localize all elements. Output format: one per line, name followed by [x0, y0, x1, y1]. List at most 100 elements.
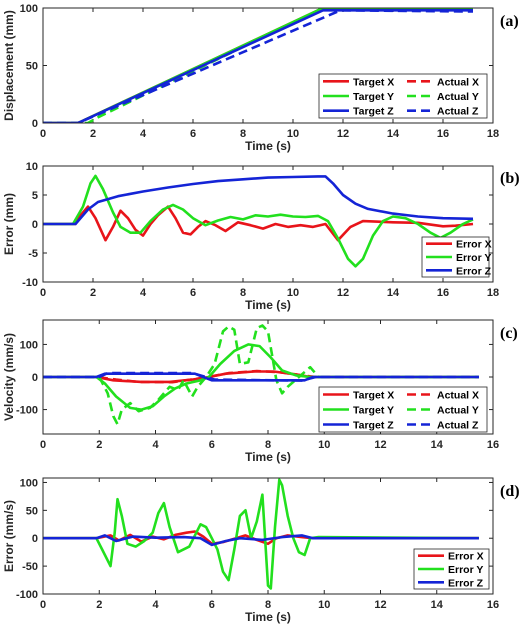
panel-a: 0 2 4 6 8 10 12 14 16 18 0 50 100 Time (s) Displacemen… [2, 3, 519, 153]
x-tick-label: 4 [140, 287, 147, 299]
series-error-z [43, 175, 474, 226]
x-axis-label: Time (s) [245, 610, 291, 624]
x-tick-label: 6 [190, 287, 196, 299]
legend-label: Error Z [456, 265, 492, 277]
x-tick-label: 10 [287, 287, 299, 299]
x-axis-label: Time (s) [245, 139, 291, 153]
legend-label: Actual X [437, 390, 479, 402]
x-tick-label: 10 [287, 128, 299, 140]
series-actual-z [43, 9, 474, 123]
series-actual-z [43, 371, 479, 382]
x-tick-label: 16 [487, 439, 499, 451]
y-tick-label: 50 [26, 61, 38, 73]
y-axis-label: Error (mm/s) [2, 500, 16, 572]
series-group [43, 8, 474, 123]
series-group [43, 174, 474, 268]
x-tick-label: 12 [337, 287, 349, 299]
legend-label: Actual Z [437, 420, 479, 432]
legend-label: Error Z [448, 577, 484, 589]
series-error-x [43, 205, 474, 242]
legend-label: Actual Y [437, 405, 479, 417]
legend-label: Target Y [353, 91, 394, 103]
series-group [43, 478, 479, 590]
x-tick-label: 12 [337, 128, 349, 140]
x-tick-label: 2 [90, 287, 96, 299]
legend-label: Error X [456, 239, 492, 251]
x-tick-label: 8 [265, 439, 271, 451]
legend-label: Actual Z [437, 106, 479, 118]
series-actual-y [43, 8, 473, 123]
x-tick-label: 14 [431, 599, 444, 611]
series-target-y [43, 343, 479, 411]
y-tick-label: -100 [16, 589, 38, 601]
y-tick-label: 0 [32, 118, 38, 130]
y-tick-label: -100 [16, 405, 38, 417]
x-tick-label: 4 [152, 439, 159, 451]
y-tick-label: 0 [32, 372, 38, 384]
x-tick-label: 8 [240, 128, 246, 140]
y-tick-label: 50 [26, 505, 38, 517]
x-axis-label: Time (s) [245, 298, 291, 312]
x-tick-label: 0 [40, 128, 46, 140]
y-tick-label: 10 [26, 161, 38, 173]
panel-letter: (b) [500, 170, 520, 187]
x-tick-label: 10 [318, 439, 330, 451]
axes-frame [42, 165, 494, 283]
panel-c: 0 2 4 6 8 10 12 14 16 -100 0 100 Time (s) Velocity (m… [2, 319, 518, 464]
panel-letter: (d) [500, 483, 520, 500]
series-error-y [43, 174, 474, 268]
axes-frame [42, 477, 494, 595]
x-tick-label: 8 [265, 599, 271, 611]
legend-label: Target Y [353, 405, 394, 417]
x-tick-label: 16 [487, 599, 499, 611]
x-tick-label: 14 [431, 439, 444, 451]
x-tick-label: 8 [240, 287, 246, 299]
legend-label: Error X [448, 551, 484, 563]
axes-frame [42, 319, 494, 435]
x-tick-label: 0 [40, 287, 46, 299]
x-tick-label: 0 [40, 599, 46, 611]
y-tick-label: -5 [28, 248, 38, 260]
x-tick-label: 10 [318, 599, 330, 611]
series-error-y [43, 478, 479, 590]
series-group [43, 324, 479, 426]
x-tick-label: 12 [374, 439, 386, 451]
legend-label: Actual X [437, 76, 479, 88]
x-tick-label: 14 [387, 287, 400, 299]
y-tick-label: 5 [32, 190, 38, 202]
x-tick-label: 6 [190, 128, 196, 140]
y-tick-label: -10 [22, 277, 38, 289]
x-tick-label: 16 [437, 128, 449, 140]
x-axis-label: Time (s) [245, 450, 291, 464]
y-tick-label: 0 [32, 219, 38, 231]
panel-d: 0 2 4 6 8 10 12 14 16 -100 -50 0 50 100 Time (s) Error … [2, 477, 520, 624]
x-tick-label: 2 [96, 599, 102, 611]
x-tick-label: 2 [96, 439, 102, 451]
panel-letter: (a) [500, 13, 519, 30]
x-tick-label: 14 [387, 128, 400, 140]
x-tick-label: 18 [487, 128, 499, 140]
legend-label: Target Z [353, 106, 394, 118]
legend-label: Actual Y [437, 91, 479, 103]
series-error-z [43, 534, 479, 547]
series-actual-y [43, 324, 479, 426]
panel-letter: (c) [500, 325, 518, 342]
x-tick-label: 2 [90, 128, 96, 140]
y-tick-label: 100 [20, 339, 38, 351]
x-tick-label: 12 [374, 599, 386, 611]
x-tick-label: 18 [487, 287, 499, 299]
x-tick-label: 4 [140, 128, 147, 140]
y-axis-label: Displacement (mm) [2, 10, 16, 121]
y-tick-label: 100 [20, 3, 38, 15]
y-tick-label: 0 [32, 533, 38, 545]
x-tick-label: 4 [152, 599, 159, 611]
y-tick-label: -50 [22, 561, 38, 573]
x-tick-label: 16 [437, 287, 449, 299]
legend-label: Error Y [456, 252, 491, 264]
y-tick-label: 100 [20, 477, 38, 489]
legend-label: Error Y [448, 564, 483, 576]
x-tick-label: 6 [209, 599, 215, 611]
y-axis-label: Velocity (mm/s) [2, 333, 16, 421]
